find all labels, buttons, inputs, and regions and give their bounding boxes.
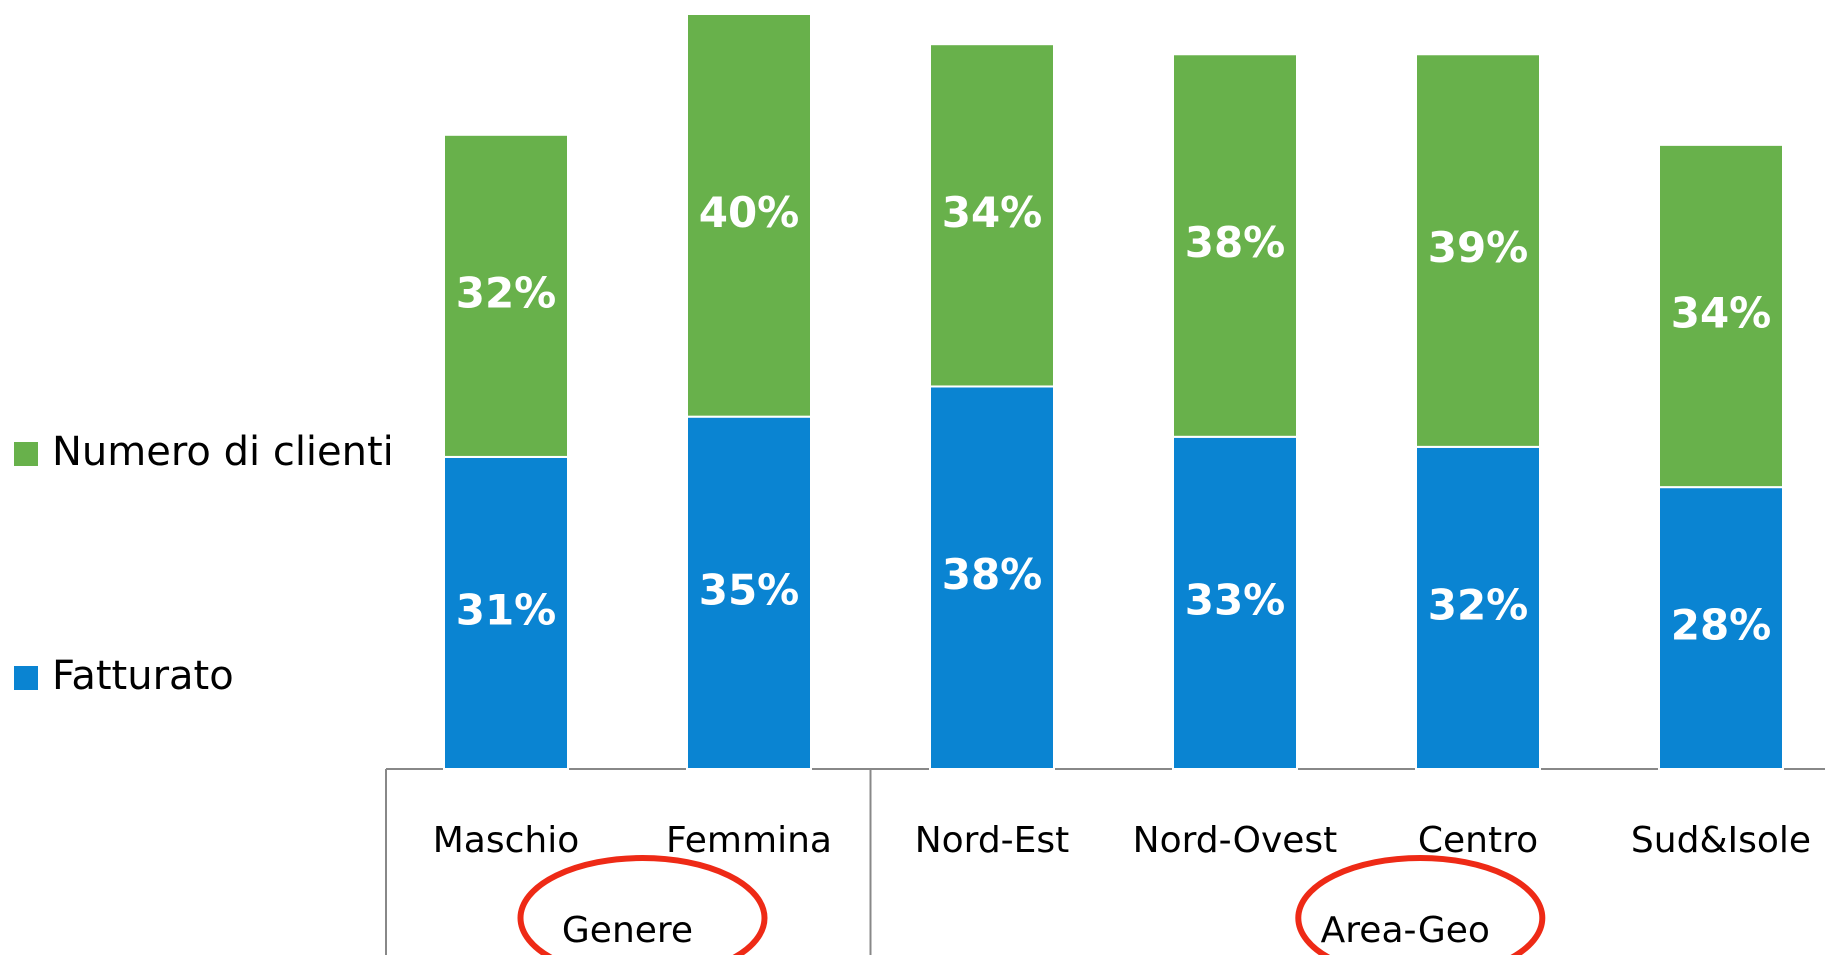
- value-label: 40%: [699, 188, 800, 237]
- value-label: 31%: [456, 585, 557, 634]
- x-tick-label: Maschio: [433, 820, 580, 861]
- legend-swatch: [14, 442, 38, 466]
- value-label: 35%: [699, 565, 800, 614]
- value-label: 34%: [1671, 289, 1772, 338]
- bar-segment: [1415, 53, 1541, 448]
- value-label: 33%: [1185, 575, 1286, 624]
- x-tick-label: Femmina: [666, 820, 832, 861]
- bar-segment: [1658, 143, 1784, 489]
- value-label: 38%: [1185, 218, 1286, 267]
- value-label: 28%: [1671, 601, 1772, 650]
- bar-segment: [1415, 445, 1541, 770]
- x-tick-label: Nord-Est: [915, 820, 1070, 861]
- annotation-circle: [517, 855, 768, 955]
- x-tick-label: Nord-Ovest: [1133, 820, 1338, 861]
- value-label: 38%: [942, 550, 1043, 599]
- bar-segment: [1172, 53, 1298, 438]
- group-label: Genere: [562, 910, 693, 951]
- bar-segment: [1658, 486, 1784, 770]
- bar-segment: [929, 385, 1055, 770]
- legend-label: Numero di clienti: [52, 429, 394, 475]
- bar-segment: [1172, 435, 1298, 770]
- value-label: 32%: [456, 268, 557, 317]
- value-label: 39%: [1428, 223, 1529, 272]
- value-label: 32%: [1428, 580, 1529, 629]
- group-label: Area-Geo: [1321, 910, 1490, 951]
- x-tick-label: Centro: [1418, 820, 1538, 861]
- legend-label: Fatturato: [52, 653, 234, 699]
- value-label: 34%: [942, 188, 1043, 237]
- annotation-circle: [1295, 855, 1546, 955]
- bar-segment: [929, 43, 1055, 388]
- legend-swatch: [14, 666, 38, 690]
- bar-segment: [686, 13, 812, 418]
- bar-segment: [443, 455, 569, 770]
- bar-segment: [443, 133, 569, 458]
- x-tick-label: Sud&Isole: [1631, 820, 1811, 861]
